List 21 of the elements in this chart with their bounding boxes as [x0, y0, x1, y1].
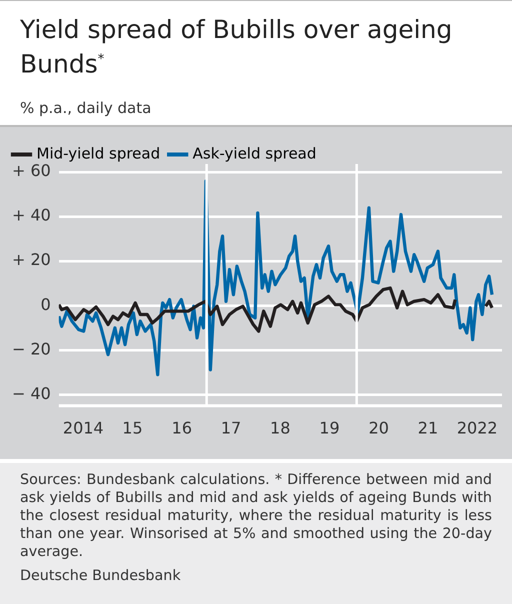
chart-subtitle: % p.a., daily data — [20, 99, 152, 118]
legend-label: Ask-yield spread — [192, 144, 316, 162]
x-tick-label: 17 — [220, 418, 242, 438]
x-tick-label: 2022 — [456, 418, 498, 438]
y-tick-label: + 20 — [12, 250, 51, 270]
x-tick-label: 21 — [418, 418, 438, 438]
x-tick-label: 19 — [319, 418, 340, 438]
x-tick-label: 20 — [368, 418, 389, 438]
y-tick-label: + 60 — [12, 161, 51, 180]
text: Deutsche Bundesbank — [20, 567, 182, 585]
y-tick-label: 0 — [40, 294, 51, 314]
y-tick-label: − 40 — [12, 384, 51, 403]
y-tick-label: + 40 — [12, 206, 51, 225]
y-tick-label: − 20 — [12, 339, 51, 358]
x-tick-label: 15 — [122, 418, 143, 438]
x-tick-label: 18 — [270, 418, 290, 438]
x-tick-label: 2014 — [62, 418, 104, 438]
chart-title: Yield spread of Bubills over ageing Bunds$^{*}$ — [20, 15, 454, 80]
x-tick-label: 16 — [172, 418, 192, 438]
source-note: Sources: Bundesbank calculations. * Difference between mid and ask yields of Bubills and mid and ask yields of ageing Bunds with the closest residual maturity, where the residual maturity is less than one year. Winsorised at 5% and smoothed using the 20-day average. — [20, 471, 492, 561]
legend-label: Mid-yield spread — [36, 144, 160, 162]
